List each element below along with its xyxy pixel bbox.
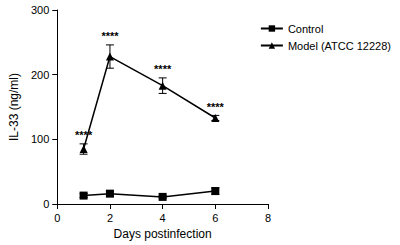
svg-text:****: **** — [101, 30, 119, 42]
svg-text:100: 100 — [31, 133, 49, 145]
svg-text:200: 200 — [31, 69, 49, 81]
svg-text:300: 300 — [31, 4, 49, 16]
svg-text:****: **** — [207, 101, 225, 113]
svg-text:0: 0 — [43, 198, 49, 210]
svg-text:0: 0 — [54, 212, 60, 224]
svg-text:****: **** — [75, 129, 93, 141]
svg-text:2: 2 — [107, 212, 113, 224]
svg-text:Days postinfection: Days postinfection — [114, 227, 212, 241]
svg-text:****: **** — [154, 63, 172, 75]
svg-text:4: 4 — [160, 212, 166, 224]
svg-text:IL-33 (ng/ml): IL-33 (ng/ml) — [7, 73, 21, 141]
svg-text:6: 6 — [212, 212, 218, 224]
svg-text:8: 8 — [265, 212, 271, 224]
svg-text:Control: Control — [288, 23, 323, 35]
svg-text:Model (ATCC 12228): Model (ATCC 12228) — [288, 40, 391, 52]
